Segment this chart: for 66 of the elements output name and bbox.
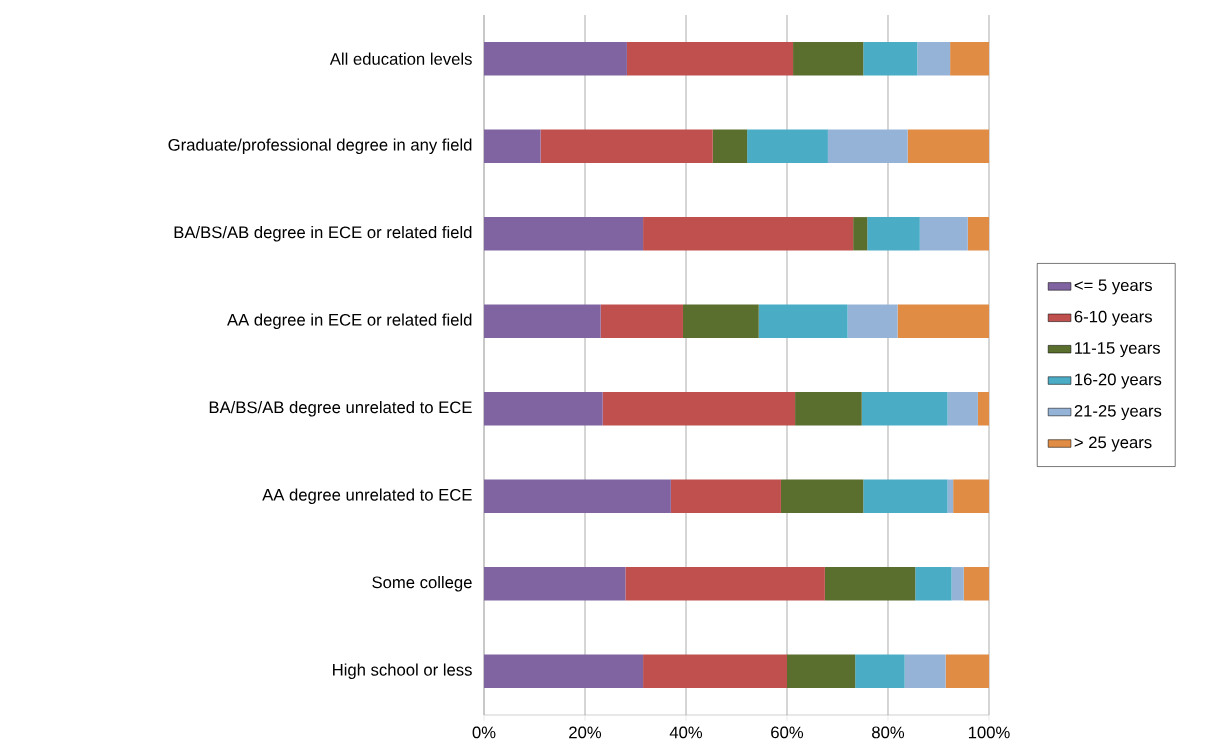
- bar: [967, 217, 989, 251]
- y-tick-label: Some college: [372, 575, 472, 592]
- bar: [861, 392, 948, 426]
- x-tick-label: 20%: [569, 726, 602, 739]
- bar: [540, 129, 713, 163]
- x-tick-label: 40%: [669, 726, 703, 739]
- bar: [484, 567, 626, 601]
- bar: [963, 567, 989, 601]
- bar: [904, 654, 946, 688]
- y-tick-label: BA/BS/AB degree unrelated to ECE: [209, 400, 472, 417]
- bar: [855, 654, 905, 688]
- legend-label: <= 5 years: [1074, 279, 1153, 295]
- bar: [602, 392, 796, 426]
- bar: [787, 654, 856, 688]
- bar: [712, 129, 748, 163]
- bar: [824, 567, 916, 601]
- x-tick-label: 80%: [872, 726, 905, 739]
- bar: [919, 217, 968, 251]
- bar: [953, 479, 989, 513]
- bar: [853, 217, 868, 251]
- bar: [484, 479, 671, 513]
- bar: [867, 217, 920, 251]
- bar: [626, 42, 794, 76]
- legend-label: 16-20 years: [1075, 373, 1162, 389]
- legend-label: 6-10 years: [1074, 310, 1152, 326]
- bar: [951, 567, 964, 601]
- bar: [863, 42, 918, 76]
- bar: [917, 42, 951, 76]
- bar: [945, 654, 989, 688]
- bar: [950, 42, 989, 76]
- bar: [625, 567, 825, 601]
- bar: [793, 42, 864, 76]
- y-tick-label: AA degree in ECE or related field: [227, 313, 472, 330]
- bar: [670, 479, 781, 513]
- bar: [747, 129, 828, 163]
- legend-label: > 25 years: [1074, 436, 1152, 452]
- bar: [795, 392, 862, 426]
- y-tick-label: High school or less: [333, 663, 472, 679]
- bar: [827, 129, 908, 163]
- bar: [484, 42, 627, 76]
- x-tick-label: 100%: [968, 726, 1010, 739]
- bar: [780, 479, 864, 513]
- y-tick-label: BA/BS/AB degree in ECE or related field: [174, 225, 472, 242]
- bar: [484, 392, 603, 426]
- bar: [484, 129, 541, 163]
- bar: [484, 304, 601, 338]
- y-tick-label: AA degree unrelated to ECE: [262, 488, 472, 504]
- bar: [915, 567, 952, 601]
- bar: [643, 217, 854, 251]
- x-tick-label: 0%: [472, 726, 496, 739]
- bar: [484, 654, 644, 688]
- bar: [863, 479, 948, 513]
- x-tick-label: 60%: [771, 726, 804, 739]
- y-tick-label: Graduate/professional degree in any field: [168, 138, 472, 155]
- y-tick-label: All education levels: [329, 52, 472, 65]
- bar: [847, 304, 898, 338]
- bar: [682, 304, 759, 338]
- bar: [484, 217, 644, 251]
- bar: [600, 304, 683, 338]
- bar: [758, 304, 848, 338]
- legend-label: 21-25 years: [1074, 404, 1162, 421]
- bar: [897, 304, 989, 338]
- bar: [907, 129, 989, 163]
- bar: [643, 654, 787, 688]
- bar: [947, 392, 978, 426]
- legend-label: 11-15 years: [1075, 342, 1161, 358]
